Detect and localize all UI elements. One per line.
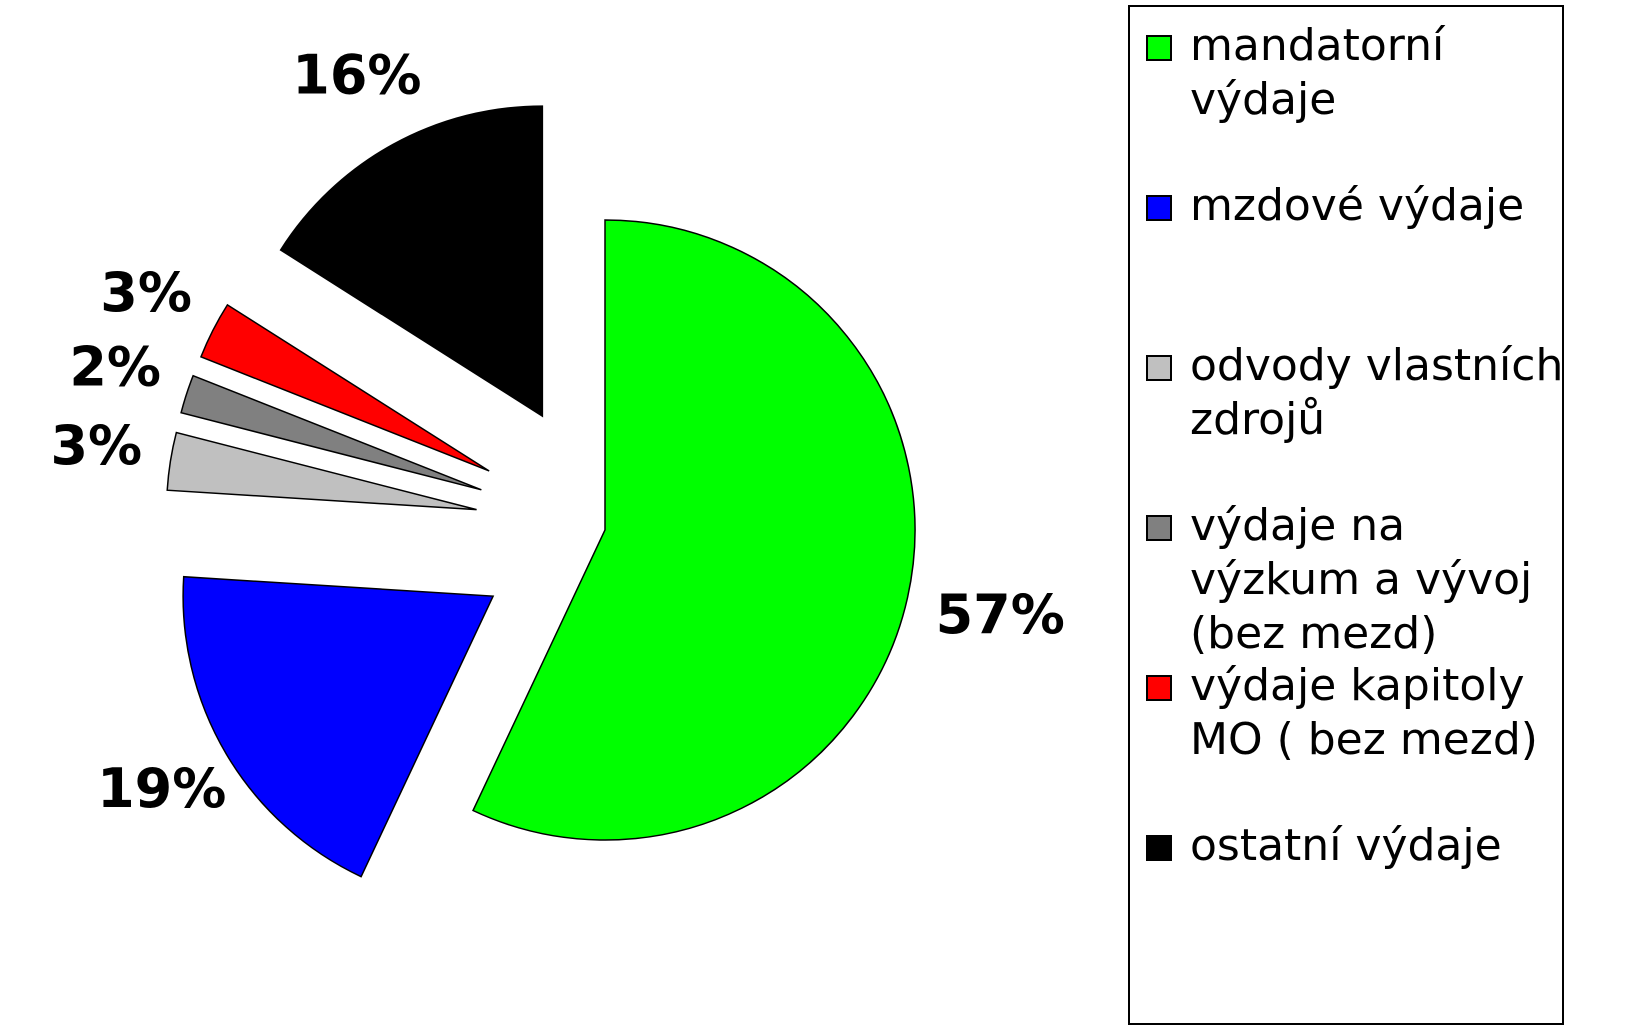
pie-slice bbox=[166, 431, 477, 511]
legend-swatch bbox=[1146, 515, 1172, 541]
legend-entry: mandatorní výdaje bbox=[1146, 19, 1566, 127]
legend-label: ostatní výdaje bbox=[1190, 820, 1502, 871]
legend-label: výdaje kapitoly MO ( bez mezd) bbox=[1190, 660, 1538, 765]
legend-label: mandatorní výdaje bbox=[1190, 20, 1445, 125]
pie-slice bbox=[182, 575, 495, 878]
pie-slice bbox=[199, 303, 490, 472]
legend-swatch bbox=[1146, 835, 1172, 861]
legend: mandatorní výdaje mzdové výdaje odvody vla… bbox=[1128, 5, 1564, 1025]
legend-entry: výdaje kapitoly MO ( bez mezd) bbox=[1146, 659, 1566, 767]
legend-swatch bbox=[1146, 195, 1172, 221]
legend-label: výdaje na výzkum a vývoj (bez mezd) bbox=[1190, 500, 1533, 659]
legend-swatch bbox=[1146, 675, 1172, 701]
legend-label: mzdové výdaje bbox=[1190, 180, 1525, 231]
legend-entry: odvody vlastních zdrojů bbox=[1146, 339, 1566, 447]
legend-swatch bbox=[1146, 355, 1172, 381]
value-label: 57% bbox=[936, 583, 1065, 646]
legend-entry: ostatní výdaje bbox=[1146, 819, 1566, 873]
value-label: 2% bbox=[69, 335, 161, 398]
value-label: 3% bbox=[100, 261, 192, 324]
legend-entry: mzdové výdaje bbox=[1146, 179, 1566, 233]
pie-slice bbox=[279, 105, 544, 418]
legend-swatch bbox=[1146, 35, 1172, 61]
pie-area: 57% 19% 3% 2% 3% 16% bbox=[50, 43, 1065, 878]
pie-slice bbox=[180, 374, 482, 491]
value-label: 19% bbox=[97, 757, 226, 820]
pie-slice bbox=[472, 219, 916, 841]
legend-label: odvody vlastních zdrojů bbox=[1190, 340, 1564, 445]
value-label: 3% bbox=[50, 414, 142, 477]
legend-entry: výdaje na výzkum a vývoj (bez mezd) bbox=[1146, 499, 1566, 661]
value-label: 16% bbox=[292, 43, 421, 106]
